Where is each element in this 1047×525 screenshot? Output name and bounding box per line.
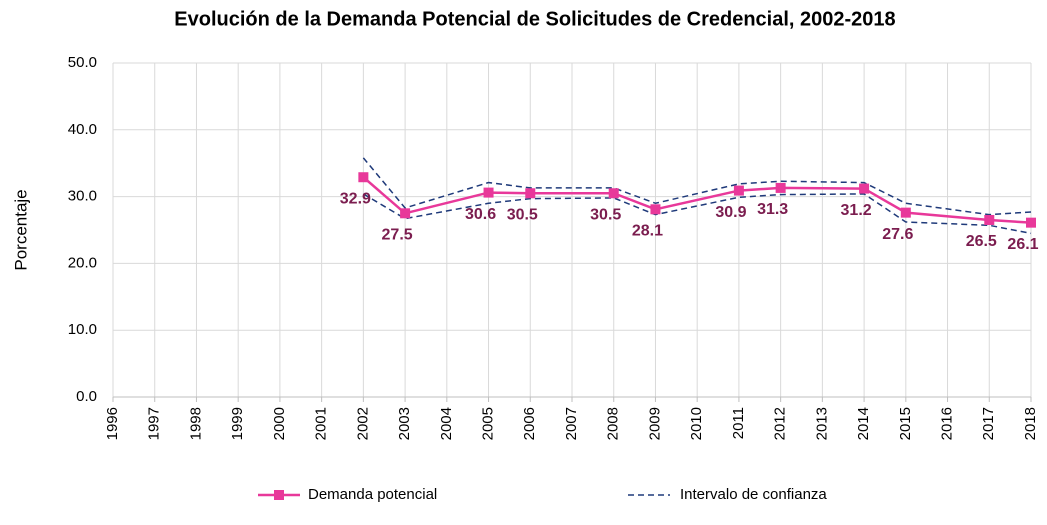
ci-upper-line <box>362 157 1032 216</box>
data-label: 31.3 <box>757 201 788 218</box>
x-tick-label: 2007 <box>563 407 580 440</box>
marker <box>859 183 870 194</box>
x-tick-label: 2018 <box>1022 407 1039 440</box>
x-tick-label: 2011 <box>730 407 747 439</box>
marker <box>900 207 911 218</box>
data-label: 28.1 <box>632 223 663 240</box>
marker <box>525 188 536 199</box>
data-label: 30.5 <box>507 206 538 223</box>
marker <box>1026 217 1036 228</box>
x-tick-label: 2002 <box>354 407 371 440</box>
marker <box>733 185 744 196</box>
marker <box>608 188 619 199</box>
x-tick-label: 2003 <box>396 407 413 440</box>
data-label: 30.9 <box>715 204 746 221</box>
legend-swatch <box>274 490 284 500</box>
y-tick-label: 10.0 <box>68 321 97 338</box>
data-label: 30.6 <box>465 206 496 223</box>
legend-label: Intervalo de confianza <box>680 486 827 503</box>
x-tick-label: 2000 <box>271 407 288 440</box>
marker <box>984 214 995 225</box>
x-tick-label: 2004 <box>438 407 455 440</box>
x-tick-label: 1998 <box>187 407 204 440</box>
data-label: 31.2 <box>841 202 872 219</box>
marker <box>358 172 369 183</box>
x-tick-label: 2008 <box>605 407 622 440</box>
x-tick-label: 2014 <box>855 407 872 440</box>
x-tick-label: 2015 <box>897 407 914 440</box>
legend-label: Demanda potencial <box>308 486 437 503</box>
marker <box>650 204 661 215</box>
data-label: 27.5 <box>382 227 413 244</box>
x-tick-label: 2016 <box>939 407 956 440</box>
marker <box>775 182 786 193</box>
y-tick-label: 50.0 <box>68 54 97 71</box>
y-tick-label: 30.0 <box>68 188 97 205</box>
marker <box>400 208 411 219</box>
y-axis-label: Porcentaje <box>11 189 30 270</box>
data-label: 30.5 <box>590 206 621 223</box>
y-tick-label: 20.0 <box>68 254 97 271</box>
marker <box>483 187 494 198</box>
x-tick-label: 2017 <box>980 407 997 440</box>
x-tick-label: 2010 <box>688 407 705 440</box>
x-tick-label: 2005 <box>480 407 497 440</box>
chart-title: Evolución de la Demanda Potencial de Sol… <box>174 8 895 30</box>
x-tick-label: 1996 <box>104 407 121 440</box>
y-tick-label: 0.0 <box>76 388 97 405</box>
x-tick-label: 2013 <box>813 407 830 440</box>
series-line <box>362 176 1032 224</box>
x-tick-label: 2009 <box>646 407 663 440</box>
data-label: 32.9 <box>340 190 371 207</box>
x-tick-label: 1997 <box>146 407 163 440</box>
x-tick-label: 2001 <box>313 407 330 440</box>
data-label: 26.5 <box>966 233 997 250</box>
data-label: 27.6 <box>882 226 913 243</box>
x-tick-label: 2006 <box>521 407 538 440</box>
x-tick-label: 2012 <box>772 407 789 440</box>
y-tick-label: 40.0 <box>68 121 97 138</box>
x-tick-label: 1999 <box>229 407 246 440</box>
data-label: 26.1 <box>1007 236 1038 253</box>
